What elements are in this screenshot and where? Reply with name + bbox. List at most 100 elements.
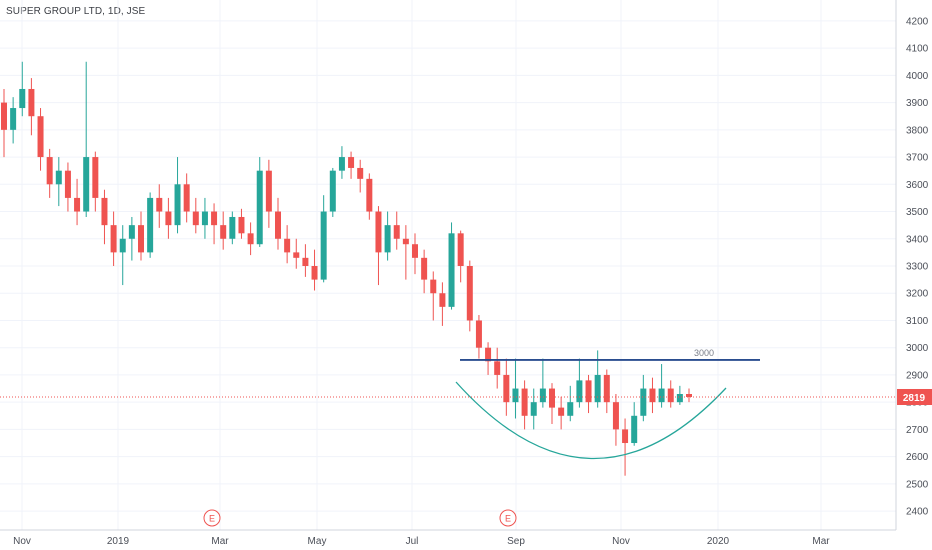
candle-body (485, 347, 492, 362)
candle-body (585, 380, 592, 403)
y-tick-label: 3300 (906, 262, 929, 273)
candle-body (92, 157, 99, 198)
candle-body (384, 225, 391, 253)
y-tick-label: 2900 (906, 370, 929, 381)
candle-body (275, 211, 281, 239)
candle-body (128, 225, 135, 239)
earnings-marker (203, 509, 221, 527)
cup-arc (455, 381, 727, 460)
candle-body (174, 184, 181, 226)
candle-body (293, 252, 300, 258)
y-tick-label: 3900 (906, 98, 929, 109)
candle-body (658, 388, 665, 403)
candle-body (64, 170, 71, 198)
candle-body (320, 211, 327, 280)
candle-body (302, 257, 309, 266)
last-price-tag (897, 388, 932, 405)
candle-body (640, 388, 647, 416)
x-tick-label: May (308, 536, 327, 547)
candle-body (393, 225, 400, 239)
candle-body (421, 257, 428, 280)
candle-body (667, 388, 674, 403)
y-tick-label: 2700 (906, 425, 929, 436)
y-tick-label: 3200 (906, 289, 929, 300)
y-tick-label: 3100 (906, 316, 929, 327)
candle-body (375, 211, 382, 253)
candle-body (631, 415, 638, 444)
y-tick-label: 4000 (906, 71, 929, 82)
x-tick-label: Nov (13, 536, 31, 547)
candle-body (439, 293, 446, 307)
candle-body (1, 102, 7, 130)
candle-body (348, 157, 355, 168)
candle-body (366, 178, 373, 212)
candle-body (329, 170, 336, 212)
candle-body (19, 88, 26, 109)
candle-body (74, 197, 81, 212)
candle-body (10, 108, 17, 130)
y-tick-label: 2400 (906, 507, 929, 518)
candle-body (220, 225, 227, 239)
y-tick-label: 3800 (906, 125, 929, 136)
candle-body (265, 170, 272, 212)
candle-body (238, 216, 245, 234)
y-tick-label: 4200 (906, 16, 929, 27)
candle-body (494, 361, 501, 375)
y-tick-label: 3700 (906, 153, 929, 164)
y-tick-label: 2600 (906, 452, 929, 463)
y-tick-label: 4100 (906, 44, 929, 55)
y-tick-label: 3000 (906, 343, 929, 354)
candle-body (503, 374, 510, 403)
x-tick-label: Mar (211, 536, 229, 547)
candle-body (101, 197, 108, 226)
earnings-marker-label: E (209, 514, 215, 524)
candle-body (649, 388, 656, 403)
x-tick-label: Sep (507, 536, 525, 547)
x-tick-label: Nov (612, 536, 630, 547)
candle-body (37, 116, 44, 158)
candle-body (156, 197, 163, 212)
candle-body (603, 374, 610, 403)
candle-body (229, 216, 236, 239)
last-price-label: 2819 (903, 393, 926, 404)
candle-body (147, 197, 154, 253)
candle-body (676, 394, 683, 403)
x-tick-label: Mar (812, 536, 830, 547)
candle-body (46, 157, 53, 185)
candle-body (549, 388, 555, 408)
candle-body (402, 238, 409, 245)
candle-body (110, 225, 117, 253)
earnings-marker-label: E (505, 514, 511, 524)
candle-body (284, 238, 291, 253)
candle-body (530, 402, 537, 416)
x-tick-label: Jul (406, 536, 419, 547)
candle-body (558, 407, 565, 416)
candle-body (183, 184, 190, 212)
y-tick-label: 3400 (906, 234, 929, 245)
candle-body (512, 388, 519, 403)
candle-body (448, 233, 455, 307)
candle-body (83, 157, 90, 212)
candle-body (338, 157, 345, 171)
candle-body (521, 388, 528, 416)
candle-body (357, 167, 364, 179)
candle-body (55, 170, 62, 185)
candle-body (192, 211, 199, 226)
candle-body (138, 225, 144, 253)
candle-body (457, 233, 464, 266)
candle-body (686, 394, 692, 397)
candle-body (211, 211, 218, 226)
candle-body (594, 374, 601, 403)
candle-body (165, 211, 172, 226)
candle-body (247, 233, 254, 245)
candle-body (256, 170, 263, 245)
earnings-marker (499, 509, 517, 527)
candle-body (412, 244, 418, 258)
candle-body (567, 402, 574, 416)
y-tick-label: 3600 (906, 180, 929, 191)
candle-body (119, 238, 126, 253)
x-tick-label: 2020 (707, 536, 730, 547)
candle-body (466, 266, 473, 321)
candle-body (311, 266, 318, 280)
